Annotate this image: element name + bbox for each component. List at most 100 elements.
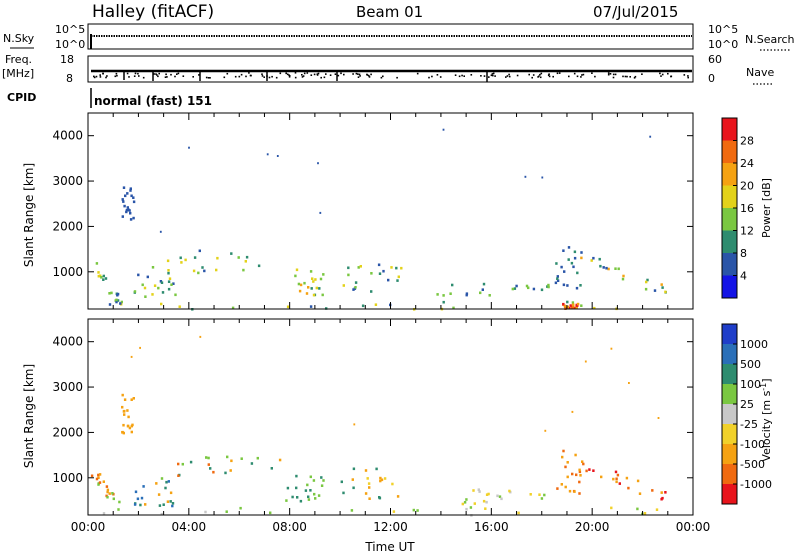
range-gate-cell: [664, 491, 667, 494]
nave-dot: [516, 74, 519, 77]
nave-dot: [470, 74, 473, 76]
nave-dot: [366, 73, 368, 76]
nave-dot: [207, 77, 210, 79]
range-gate-cell: [157, 493, 161, 496]
range-gate-cell: [442, 128, 445, 131]
range-gate-cell: [312, 280, 315, 283]
range-gate-cell: [299, 499, 303, 503]
nave-dot: [368, 74, 370, 77]
range-gate-cell: [555, 262, 558, 265]
range-gate-cell: [580, 251, 583, 254]
x-tick-label: 20:00: [575, 520, 610, 534]
range-gate-cell: [660, 497, 663, 501]
nave-dot: [249, 74, 252, 77]
range-gate-cell: [477, 488, 480, 491]
range-gate-cell: [317, 494, 321, 497]
colorbar-swatch: [722, 464, 737, 485]
nave-dot: [491, 73, 494, 75]
colorbar-swatch: [722, 444, 737, 465]
nave-dot: [158, 72, 160, 75]
nave-dot: [687, 76, 689, 79]
colorbar-swatch: [722, 275, 737, 299]
range-gate-cell: [160, 281, 164, 284]
colorbar-swatch: [722, 253, 737, 276]
range-gate-cell: [538, 493, 541, 496]
range-gate-cell: [166, 500, 170, 503]
nave-dot: [105, 76, 107, 79]
range-gate-cell: [451, 283, 454, 287]
range-gate-cell: [240, 457, 243, 460]
range-gate-cell: [245, 255, 249, 259]
range-gate-cell: [547, 285, 550, 289]
range-gate-cell: [178, 305, 181, 308]
range-gate-cell: [203, 269, 206, 273]
range-gate-cell: [387, 278, 390, 282]
nave-dot: [458, 75, 461, 78]
colorbar-tick-label: 16: [740, 202, 754, 215]
range-gate-cell: [131, 423, 134, 427]
range-gate-cell: [108, 303, 112, 306]
range-gate-cell: [562, 249, 565, 252]
velocity-scatter-data: [90, 335, 667, 517]
range-gate-cell: [99, 274, 102, 278]
range-gate-cell: [209, 467, 212, 470]
nave-dot: [431, 75, 433, 78]
range-gate-cell: [320, 476, 323, 479]
range-gate-cell: [309, 489, 312, 492]
nave-dot: [505, 76, 507, 78]
range-gate-cell: [392, 510, 396, 513]
nave-dot: [629, 76, 631, 78]
range-gate-cell: [309, 305, 313, 308]
range-gate-cell: [364, 492, 368, 495]
nave-dot: [209, 77, 211, 79]
nave-dot: [320, 76, 322, 79]
nave-dot: [612, 76, 615, 79]
x-tick-label: 16:00: [474, 520, 509, 534]
range-gate-cell: [319, 277, 323, 281]
range-gate-cell: [498, 495, 502, 498]
nave-dot: [494, 75, 496, 77]
colorbar-swatch: [722, 163, 737, 186]
range-gate-cell: [136, 497, 140, 501]
range-gate-cell: [315, 286, 318, 290]
nave-dot: [591, 72, 593, 74]
range-gate-cell: [95, 477, 99, 481]
range-gate-cell: [171, 502, 175, 505]
x-tick-label: 08:00: [272, 520, 307, 534]
range-gate-cell: [115, 300, 118, 304]
range-gate-cell: [129, 189, 132, 192]
range-gate-cell: [231, 306, 235, 310]
power-y-axis: 1000 2000 3000 4000: [52, 129, 693, 279]
nave-dot: [115, 72, 118, 75]
x-tick-label: 04:00: [172, 520, 207, 534]
nave-dot: [316, 74, 319, 76]
nave-dot: [198, 74, 200, 76]
range-gate-cell: [130, 398, 133, 401]
nave-dot: [368, 76, 371, 78]
range-gate-cell: [563, 304, 567, 308]
range-gate-cell: [105, 485, 109, 488]
nave-dot: [134, 72, 137, 75]
range-gate-cell: [237, 256, 240, 259]
range-gate-cell: [479, 291, 482, 295]
range-gate-cell: [485, 493, 489, 496]
nave-dot: [568, 75, 570, 78]
nave-dot: [116, 74, 118, 77]
range-gate-cell: [508, 489, 511, 493]
range-gate-cell: [390, 266, 393, 269]
range-gate-cell: [199, 335, 202, 338]
range-gate-cell: [102, 278, 105, 281]
range-gate-cell: [207, 463, 210, 466]
nave-dot: [582, 73, 585, 76]
range-gate-cell: [580, 304, 583, 307]
range-gate-cell: [478, 490, 481, 493]
range-gate-cell: [576, 271, 579, 275]
range-gate-cell: [561, 455, 564, 459]
range-gate-cell: [588, 468, 591, 471]
range-gate-cell: [627, 486, 630, 490]
nsearch-tick-bottom: 10^0: [708, 38, 738, 51]
range-gate-cell: [645, 280, 648, 284]
range-gate-cell: [575, 303, 578, 307]
range-gate-cell: [353, 423, 356, 426]
range-gate-cell: [655, 508, 659, 511]
